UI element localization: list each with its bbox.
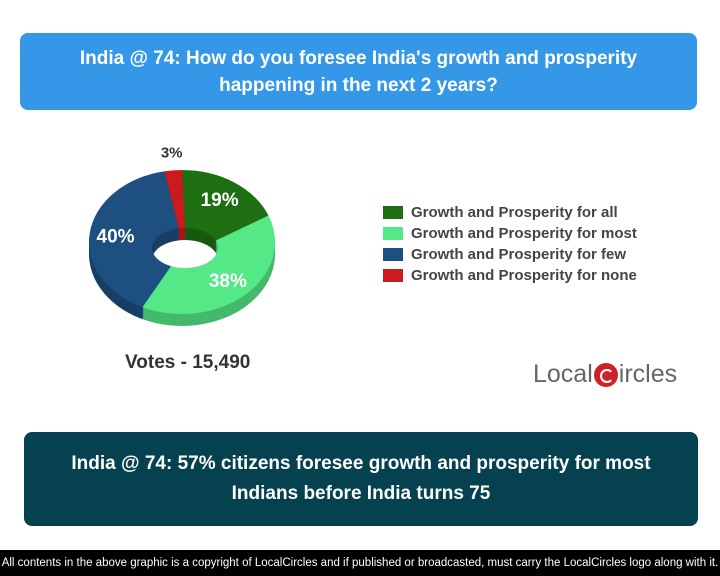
legend-label: Growth and Prosperity for none (411, 267, 637, 284)
data-label: 3% (161, 144, 183, 161)
data-label: 40% (97, 227, 135, 248)
legend-item: Growth and Prosperity for all (383, 202, 637, 223)
location-pin-icon (593, 362, 618, 387)
legend-swatch (383, 206, 403, 219)
answer-text: India @ 74: 57% citizens foresee growth … (71, 453, 651, 504)
localcircles-logo: Local ircles (533, 360, 678, 388)
votes-count: Votes - 15,490 (125, 352, 251, 373)
legend-item: Growth and Prosperity for none (383, 265, 637, 286)
pie-slice (182, 170, 269, 241)
legend-label: Growth and Prosperity for most (411, 225, 637, 242)
legend-swatch (383, 248, 403, 261)
legend-swatch (383, 269, 403, 282)
donut-chart: 19% 38% 40% 3% (88, 144, 275, 326)
legend-label: Growth and Prosperity for all (411, 204, 618, 221)
pie-slice (142, 215, 275, 314)
legend-item: Growth and Prosperity for few (383, 244, 637, 265)
legend: Growth and Prosperity for all Growth and… (383, 202, 637, 286)
legend-swatch (383, 227, 403, 240)
legend-item: Growth and Prosperity for most (383, 223, 637, 244)
question-banner: India @ 74: How do you foresee India's g… (20, 33, 697, 110)
copyright-footer: All contents in the above graphic is a c… (0, 550, 720, 576)
question-text: India @ 74: How do you foresee India's g… (79, 47, 638, 96)
data-label: 38% (209, 271, 247, 292)
pie-slice (88, 171, 179, 308)
pie-slice (164, 170, 185, 229)
data-label: 19% (201, 190, 239, 211)
answer-banner: India @ 74: 57% citizens foresee growth … (24, 432, 698, 526)
legend-label: Growth and Prosperity for few (411, 246, 627, 263)
